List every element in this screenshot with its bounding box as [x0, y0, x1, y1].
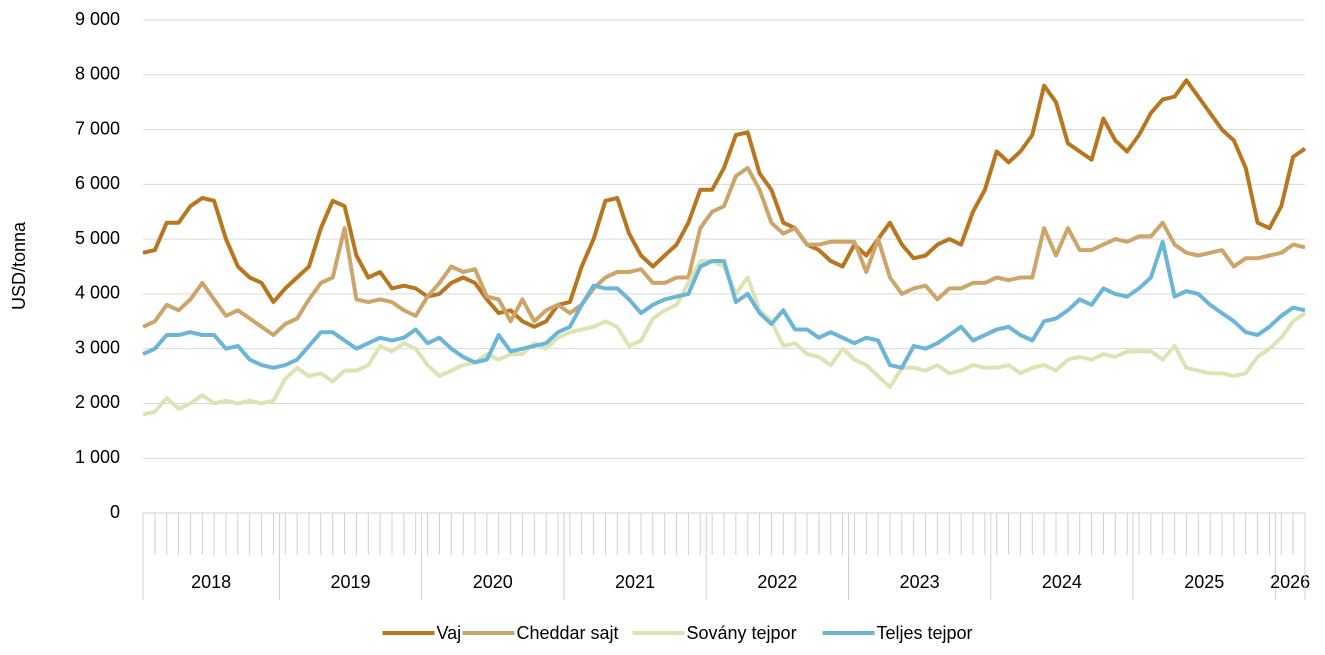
y-axis-label: USD/tonna [9, 221, 29, 310]
x-group-label: 2023 [900, 572, 940, 592]
y-tick-label: 4 000 [75, 283, 120, 303]
y-tick-label: 6 000 [75, 173, 120, 193]
x-group-label: 2021 [615, 572, 655, 592]
y-tick-label: 2 000 [75, 392, 120, 412]
y-tick-label: 3 000 [75, 337, 120, 357]
x-group-label: 2026 [1270, 572, 1310, 592]
legend-label: Sovány tejpor [687, 623, 797, 643]
y-tick-label: 7 000 [75, 118, 120, 138]
series-line [142, 165, 1306, 337]
x-group-label: 2025 [1184, 572, 1224, 592]
x-group-label: 2019 [330, 572, 370, 592]
legend-label: Teljes tejpor [877, 623, 973, 643]
x-group-label: 2024 [1042, 572, 1082, 592]
series-line [142, 239, 1306, 370]
legend-label: Vaj [437, 623, 462, 643]
y-tick-label: 9 000 [75, 9, 120, 29]
y-tick-label: 1 000 [75, 447, 120, 467]
legend-label: Cheddar sajt [517, 623, 619, 643]
y-tick-label: 5 000 [75, 228, 120, 248]
y-tick-label: 8 000 [75, 64, 120, 84]
x-group-label: 2018 [191, 572, 231, 592]
y-tick-label: 0 [110, 502, 120, 522]
x-group-label: 2020 [473, 572, 513, 592]
series-line [142, 78, 1307, 329]
x-group-label: 2022 [757, 572, 797, 592]
